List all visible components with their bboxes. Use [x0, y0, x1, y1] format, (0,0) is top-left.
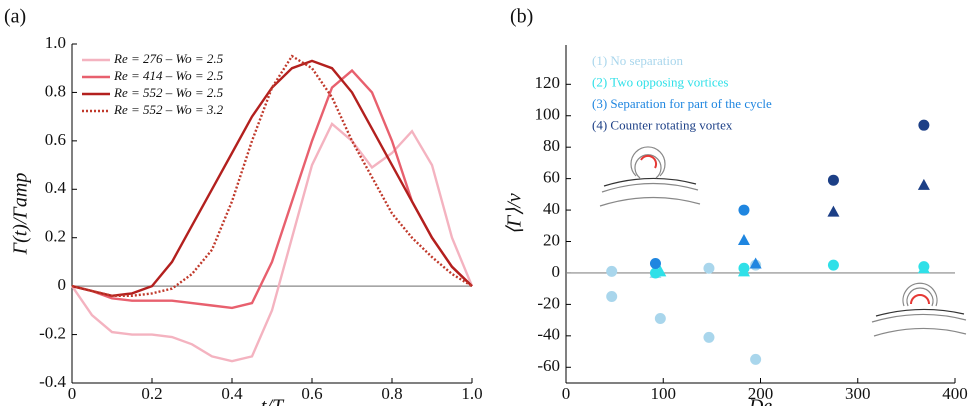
- scatter-point: [827, 259, 839, 271]
- y-tick-label: 100: [535, 105, 561, 124]
- y-tick-label: 40: [543, 199, 560, 218]
- scatter-point: [738, 204, 750, 216]
- line-series: [71, 59, 473, 298]
- y-tick-label: -60: [537, 356, 560, 375]
- y-tick-label: 20: [543, 230, 560, 249]
- y-axis-label: Γ(t)/Γamp: [10, 173, 32, 256]
- scatter-point: [654, 265, 667, 277]
- legend-label: Re = 552 – Wo = 2.5: [113, 85, 224, 100]
- x-tick-label: 1.0: [461, 384, 482, 403]
- scatter-point: [606, 291, 618, 303]
- x-tick-label: 0.4: [221, 384, 243, 403]
- y-tick-label: 120: [535, 73, 561, 92]
- y-tick-label: -0.4: [39, 372, 66, 391]
- y-tick-label: 80: [543, 136, 560, 155]
- legend-label: (1) No separation: [592, 53, 683, 68]
- scatter-point: [827, 174, 839, 186]
- x-tick-label: 0.6: [301, 384, 322, 403]
- scatter-point: [649, 258, 661, 270]
- panel-label: (b): [510, 6, 533, 28]
- scatter-point: [737, 233, 750, 245]
- scatter-point: [654, 313, 666, 325]
- scatter-point: [606, 265, 618, 277]
- x-tick-label: 0: [68, 384, 77, 403]
- y-tick-label: 0: [58, 275, 67, 294]
- y-tick-label: 0.6: [45, 130, 66, 149]
- y-tick-label: -40: [537, 325, 560, 344]
- y-tick-label: 0.2: [45, 227, 66, 246]
- x-tick-label: 100: [651, 384, 677, 403]
- x-tick-label: 0: [562, 384, 571, 403]
- x-axis-label: t/T: [261, 396, 285, 406]
- y-tick-label: 0.4: [45, 178, 67, 197]
- legend-label: Re = 276 – Wo = 2.5: [113, 51, 224, 66]
- y-tick-label: 1.0: [45, 33, 66, 52]
- legend-label: Re = 414 – Wo = 2.5: [113, 68, 224, 83]
- x-tick-label: 0.8: [381, 384, 402, 403]
- scatter-point: [749, 257, 762, 269]
- y-tick-label: -20: [537, 293, 560, 312]
- scatter-point: [750, 353, 762, 365]
- schematic-1: [599, 146, 701, 207]
- y-tick-label: 0.8: [45, 81, 66, 100]
- x-axis-label: De: [748, 396, 772, 406]
- scatter-point: [703, 262, 715, 274]
- line-series: [71, 68, 473, 310]
- legend-label: Re = 552 – Wo = 3.2: [113, 102, 224, 117]
- x-tick-label: 400: [942, 384, 968, 403]
- y-tick-label: -0.2: [39, 323, 66, 342]
- scatter-point: [703, 331, 715, 343]
- x-tick-label: 0.2: [141, 384, 162, 403]
- x-tick-label: 300: [845, 384, 871, 403]
- panel-label: (a): [4, 6, 26, 28]
- legend-label: (4) Counter rotating vortex: [592, 117, 733, 132]
- x-tick-label: 200: [748, 384, 774, 403]
- y-tick-label: 0: [552, 262, 561, 281]
- y-axis-label: ⟨Γ⟩/ν: [504, 193, 526, 235]
- legend-label: (2) Two opposing vortices: [592, 74, 728, 89]
- scatter-point: [737, 265, 750, 277]
- scatter-point: [917, 262, 930, 274]
- scatter-point: [827, 205, 840, 217]
- legend-label: (3) Separation for part of the cycle: [592, 96, 772, 111]
- line-series: [71, 121, 474, 363]
- scatter-point: [918, 119, 930, 131]
- schematic-2: [871, 282, 967, 337]
- scatter-point: [917, 178, 930, 190]
- y-tick-label: 60: [543, 168, 560, 187]
